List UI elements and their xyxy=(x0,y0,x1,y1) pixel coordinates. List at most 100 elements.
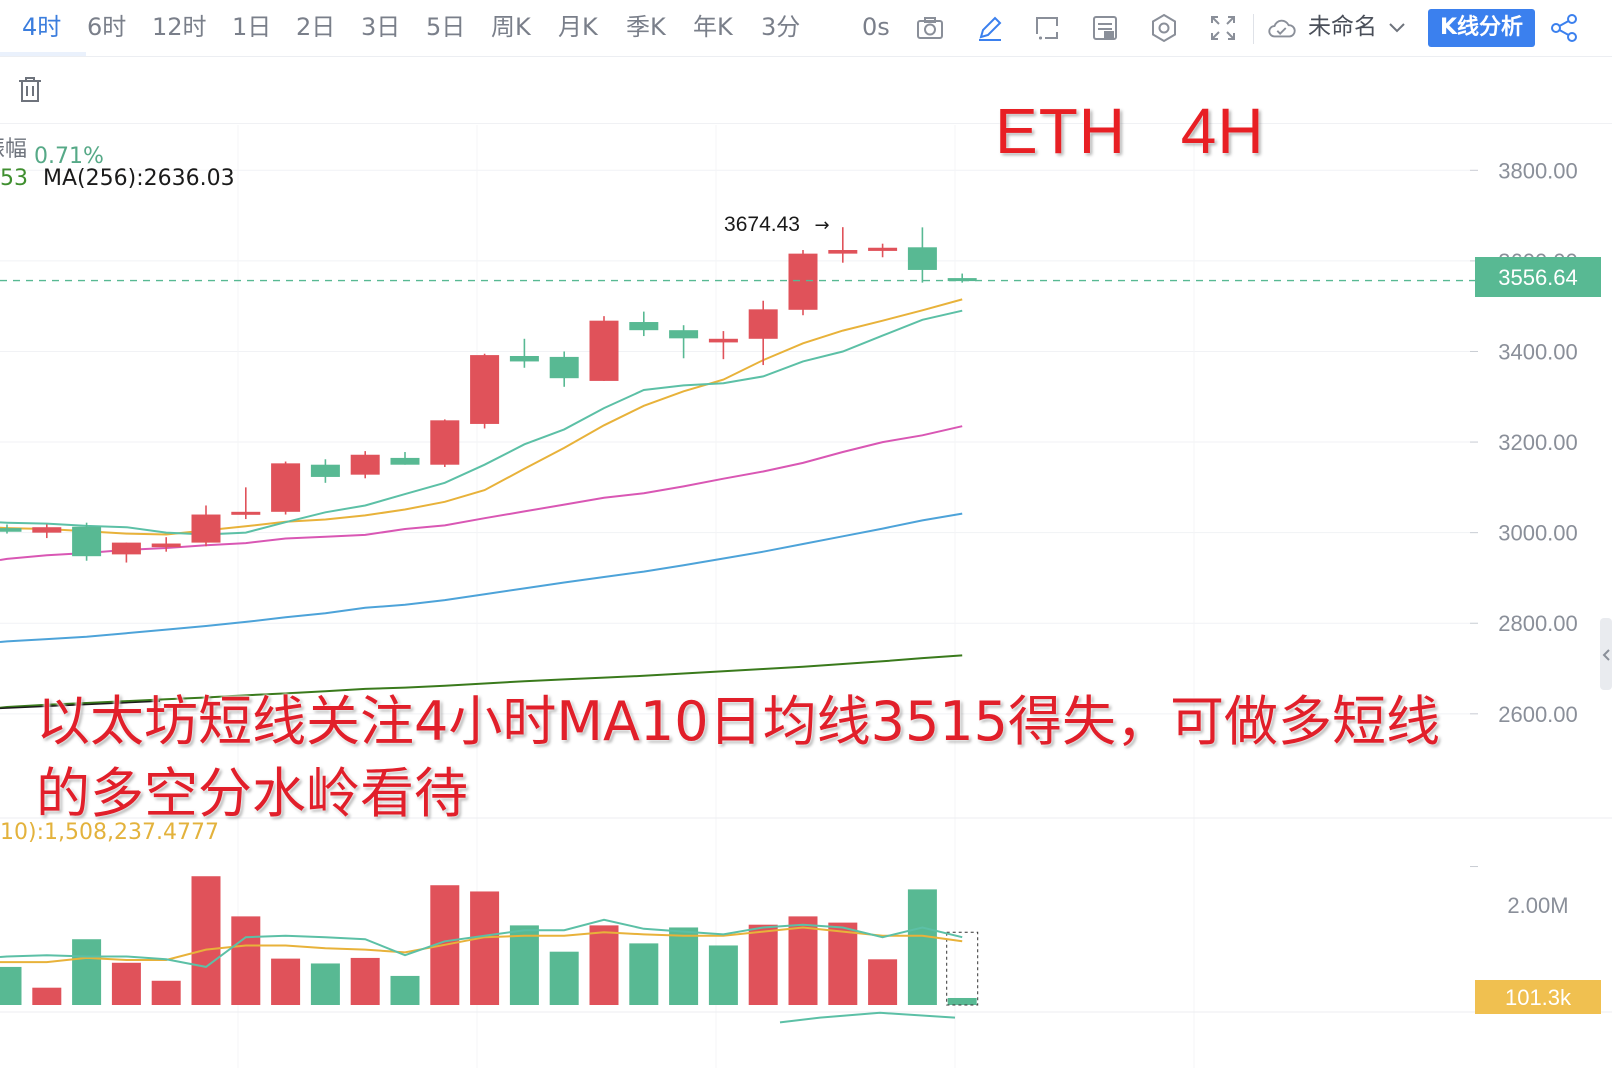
candle xyxy=(151,537,181,552)
candle-body xyxy=(549,356,579,379)
ma-line-black xyxy=(0,700,161,710)
volume-bar xyxy=(947,997,977,1005)
volume-bar xyxy=(748,924,778,1005)
candle xyxy=(828,227,858,263)
tab-5d[interactable]: 5日 xyxy=(426,13,466,41)
axis-tick-label: 3200.00 xyxy=(1498,430,1578,455)
candle-body xyxy=(708,338,738,343)
pencil-icon[interactable] xyxy=(974,12,1006,44)
volume-ma-orange xyxy=(0,926,963,964)
project-name[interactable]: 未命名 xyxy=(1308,14,1377,40)
sub-indicator-line xyxy=(779,1011,956,1024)
countdown-label[interactable]: 0s xyxy=(862,13,890,41)
axis-tick-label: 2600.00 xyxy=(1498,702,1578,727)
volume-bar xyxy=(907,889,937,1005)
candle xyxy=(868,243,898,258)
candle-body xyxy=(32,527,62,533)
volume-bar xyxy=(0,966,22,1005)
candle-body xyxy=(470,355,500,424)
tab-month[interactable]: 月K xyxy=(558,13,598,41)
candle-body xyxy=(669,330,699,339)
scroll-handle[interactable] xyxy=(1600,618,1612,690)
camera-icon[interactable] xyxy=(914,12,946,44)
candle xyxy=(509,338,539,368)
tab-year[interactable]: 年K xyxy=(693,13,733,41)
candle xyxy=(191,505,221,547)
axis-tags: 3556.64 101.3k 2.00M xyxy=(1475,257,1601,1014)
amplitude-value: 0.71% xyxy=(34,144,104,169)
interval-toolbar: 4时 6时 12时 1日 2日 3日 5日 周K 月K 季K 年K 3分 0s … xyxy=(0,0,1612,57)
candle-body xyxy=(430,420,460,465)
candle xyxy=(0,524,22,534)
candle-body xyxy=(310,464,340,477)
indicator-icon[interactable] xyxy=(1089,12,1121,44)
volume-bar xyxy=(828,922,858,1005)
tab-3min[interactable]: 3分 xyxy=(761,13,801,41)
cloud-icon[interactable] xyxy=(1266,12,1300,44)
settings-icon[interactable] xyxy=(1148,12,1180,44)
candle-body xyxy=(589,320,619,381)
volume-bar xyxy=(549,951,579,1005)
ma-line-dark xyxy=(0,654,963,709)
tab-6h[interactable]: 6时 xyxy=(87,13,127,41)
axis-tick-label: 3800.00 xyxy=(1498,158,1578,183)
ma-line-yellow xyxy=(0,298,963,536)
volume-bar xyxy=(310,963,340,1005)
chart-annotation-title: ETH 4H xyxy=(995,95,1265,167)
axis-tick-label: 3000.00 xyxy=(1498,521,1578,546)
share-icon[interactable] xyxy=(1548,12,1580,44)
amplitude-legend: 振幅 0.71% xyxy=(0,131,104,169)
volume-bar xyxy=(470,891,500,1005)
axis-tick-label: 2800.00 xyxy=(1498,611,1578,636)
volume-bar xyxy=(271,958,301,1005)
volume-bar xyxy=(32,987,62,1005)
candle xyxy=(669,325,699,359)
ma-line-blue xyxy=(0,512,963,643)
ma-line-pink xyxy=(0,425,963,561)
trash-icon[interactable] xyxy=(14,73,46,105)
candle-body xyxy=(828,250,858,254)
toolbar-divider xyxy=(1253,14,1254,44)
candle-body xyxy=(868,247,898,251)
active-tab-highlight xyxy=(0,52,86,56)
candle xyxy=(430,419,460,467)
candle-body xyxy=(191,514,221,543)
volume-ma-teal xyxy=(0,918,963,968)
volume-bar-current-outline xyxy=(946,931,979,1006)
volume-bar xyxy=(589,925,619,1005)
high-marker: 3674.43 → xyxy=(724,213,830,236)
candle xyxy=(708,331,738,360)
tab-12h[interactable]: 12时 xyxy=(152,13,207,41)
candle xyxy=(32,524,62,539)
volume-bar xyxy=(390,975,420,1005)
volume-bar xyxy=(509,925,539,1005)
candle xyxy=(589,316,619,381)
candle xyxy=(271,461,301,515)
volume-bar xyxy=(788,916,818,1005)
tab-2d[interactable]: 2日 xyxy=(296,13,336,41)
current-volume-tag xyxy=(1475,980,1601,1014)
tab-1d[interactable]: 1日 xyxy=(232,13,272,41)
current-price-tag xyxy=(1475,257,1601,297)
crop-icon[interactable] xyxy=(1031,12,1063,44)
tab-quarter[interactable]: 季K xyxy=(626,13,666,41)
tab-week[interactable]: 周K xyxy=(491,13,531,41)
candle xyxy=(72,522,102,561)
volume-bar xyxy=(151,980,181,1005)
tab-3d[interactable]: 3日 xyxy=(361,13,401,41)
volume-bar xyxy=(191,876,221,1005)
chevron-down-icon[interactable] xyxy=(1384,14,1410,40)
candle-body xyxy=(509,356,539,362)
fullscreen-icon[interactable] xyxy=(1207,12,1239,44)
candle-body xyxy=(788,253,818,310)
volume-bar xyxy=(629,943,659,1005)
kline-analysis-button[interactable]: K线分析 xyxy=(1428,9,1535,47)
volume-bar xyxy=(72,939,102,1005)
candle-body xyxy=(907,247,937,270)
axis-tick-label: 3400.00 xyxy=(1498,339,1578,364)
tab-4h[interactable]: 4时 xyxy=(22,13,62,41)
candles xyxy=(0,227,977,563)
candle-body xyxy=(629,322,659,331)
candle xyxy=(549,351,579,387)
